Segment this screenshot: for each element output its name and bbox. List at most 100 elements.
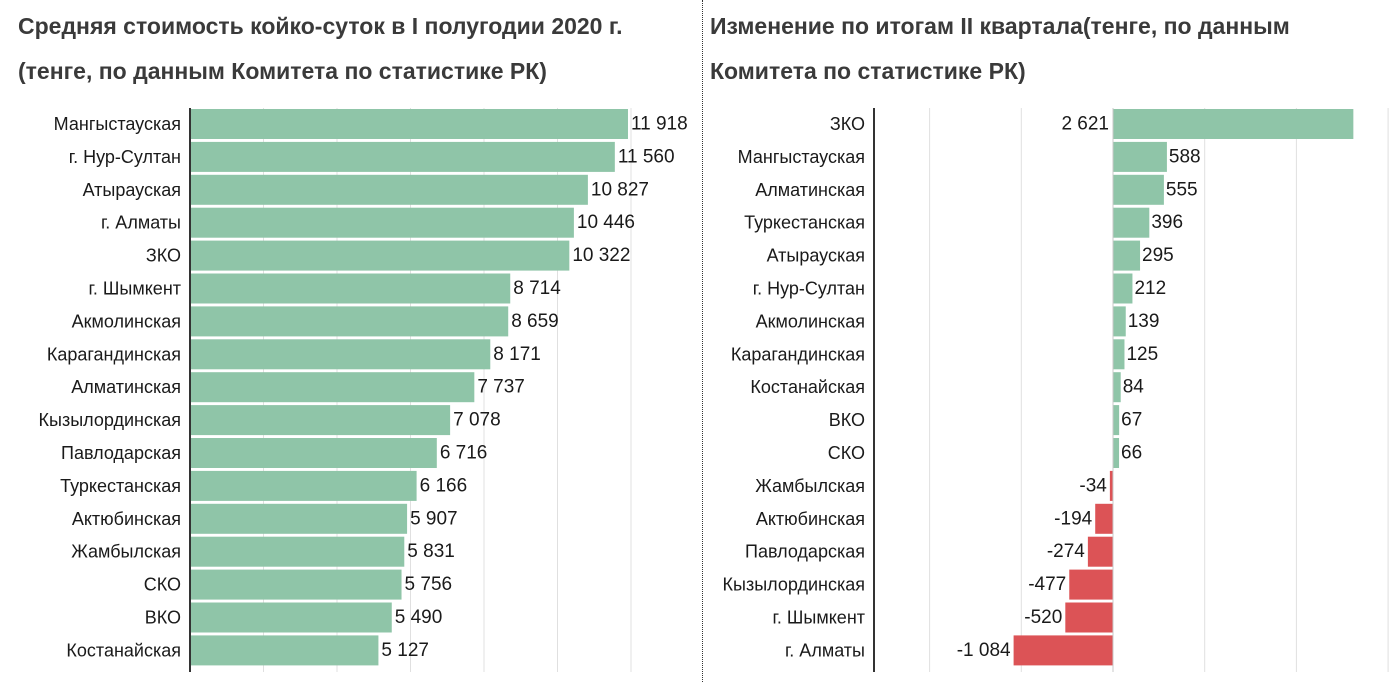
category-label-1: г. Нур-Султан (69, 147, 181, 167)
value-label-9: 67 (1121, 410, 1142, 431)
category-label-9: ВКО (829, 410, 865, 430)
right-chart-title: Изменение по итогам II квартала(тенге, п… (710, 13, 1290, 84)
value-label-14: 5 756 (405, 574, 453, 595)
bar-5 (1113, 273, 1133, 304)
bar-3 (190, 207, 574, 238)
value-label-10: 66 (1121, 443, 1142, 464)
category-label-2: Атырауская (83, 180, 181, 200)
value-label-12: 5 907 (410, 508, 458, 529)
value-label-6: 8 659 (511, 311, 559, 332)
bar-15 (190, 602, 392, 633)
category-label-11: Туркестанская (60, 476, 181, 496)
value-label-11: -34 (1079, 475, 1107, 496)
bar-11 (1109, 470, 1113, 501)
bar-14 (190, 569, 402, 600)
value-label-15: -520 (1024, 607, 1062, 628)
category-label-14: СКО (144, 575, 181, 595)
bar-3 (1113, 207, 1150, 238)
value-label-3: 10 446 (577, 212, 635, 233)
value-label-14: -477 (1028, 574, 1066, 595)
bar-8 (1113, 372, 1121, 403)
category-label-2: Алматинская (755, 180, 865, 200)
value-label-4: 10 322 (572, 245, 630, 266)
value-label-5: 8 714 (513, 278, 561, 299)
value-label-12: -194 (1054, 508, 1092, 529)
bar-7 (1113, 339, 1125, 370)
category-label-0: Мангыстауская (54, 114, 181, 134)
category-label-5: г. Нур-Султан (753, 279, 865, 299)
bar-0 (1113, 109, 1354, 139)
value-label-2: 555 (1166, 179, 1198, 200)
value-label-6: 139 (1128, 311, 1160, 332)
category-label-4: ЗКО (146, 246, 181, 266)
bar-6 (190, 306, 509, 337)
category-label-6: Акмолинская (756, 311, 865, 331)
category-label-6: Акмолинская (72, 311, 181, 331)
bar-4 (190, 240, 570, 271)
category-label-12: Актюбинская (756, 509, 865, 529)
value-label-16: -1 084 (957, 640, 1011, 661)
category-label-10: СКО (828, 443, 865, 463)
category-label-4: Атырауская (767, 246, 865, 266)
category-label-7: Карагандинская (731, 344, 865, 364)
value-label-13: -274 (1047, 541, 1085, 562)
left-bar-chart: Мангыстауская 11 918 г. Нур-Султан 11 560 Ат… (39, 108, 688, 672)
value-label-7: 8 171 (493, 344, 541, 365)
category-label-3: г. Алматы (101, 213, 181, 233)
value-label-15: 5 490 (395, 607, 443, 628)
value-label-1: 588 (1169, 146, 1201, 167)
value-label-11: 6 166 (420, 475, 468, 496)
category-label-1: Мангыстауская (738, 147, 865, 167)
category-label-13: Павлодарская (745, 542, 865, 562)
category-label-0: ЗКО (830, 114, 865, 134)
value-label-4: 295 (1142, 245, 1174, 266)
bar-1 (190, 141, 615, 172)
category-label-5: г. Шымкент (89, 279, 181, 299)
category-label-8: Костанайская (750, 377, 865, 397)
bar-9 (190, 405, 451, 436)
category-label-15: г. Шымкент (773, 608, 865, 628)
value-label-16: 5 127 (381, 640, 429, 661)
bar-4 (1113, 240, 1141, 271)
value-label-9: 7 078 (453, 410, 501, 431)
left-chart-title: Средняя стоимость койко-суток в I полуго… (18, 13, 623, 84)
bar-13 (190, 536, 405, 567)
bar-12 (190, 503, 408, 534)
value-label-0: 2 621 (1061, 114, 1109, 135)
category-label-10: Павлодарская (61, 443, 181, 463)
bar-2 (190, 174, 588, 205)
value-label-0: 11 918 (631, 114, 688, 135)
value-label-7: 125 (1126, 344, 1158, 365)
bar-12 (1095, 503, 1113, 534)
chart-divider (702, 0, 703, 682)
category-label-15: ВКО (145, 608, 181, 628)
bar-16 (1013, 635, 1113, 666)
category-label-16: Костанайская (66, 640, 181, 660)
value-label-1: 11 560 (618, 146, 675, 167)
category-label-12: Актюбинская (72, 509, 181, 529)
value-label-8: 7 737 (477, 377, 525, 398)
value-label-13: 5 831 (407, 541, 455, 562)
category-label-16: г. Алматы (785, 640, 865, 660)
category-label-14: Кызылординская (723, 575, 865, 595)
value-label-5: 212 (1134, 278, 1166, 299)
value-label-10: 6 716 (440, 443, 488, 464)
bar-5 (190, 273, 511, 304)
bar-16 (190, 635, 379, 666)
value-label-8: 84 (1123, 377, 1145, 398)
bar-7 (190, 339, 491, 370)
bar-10 (190, 438, 437, 468)
bar-11 (190, 470, 417, 501)
bar-14 (1069, 569, 1113, 600)
bar-1 (1113, 141, 1167, 172)
value-label-2: 10 827 (591, 179, 649, 200)
category-label-13: Жамбылская (71, 542, 181, 562)
bar-9 (1113, 405, 1120, 436)
bar-13 (1087, 536, 1113, 567)
bar-10 (1113, 438, 1120, 468)
bar-0 (190, 109, 628, 139)
value-label-3: 396 (1151, 212, 1183, 233)
bar-6 (1113, 306, 1126, 337)
category-label-11: Жамбылская (755, 476, 865, 496)
